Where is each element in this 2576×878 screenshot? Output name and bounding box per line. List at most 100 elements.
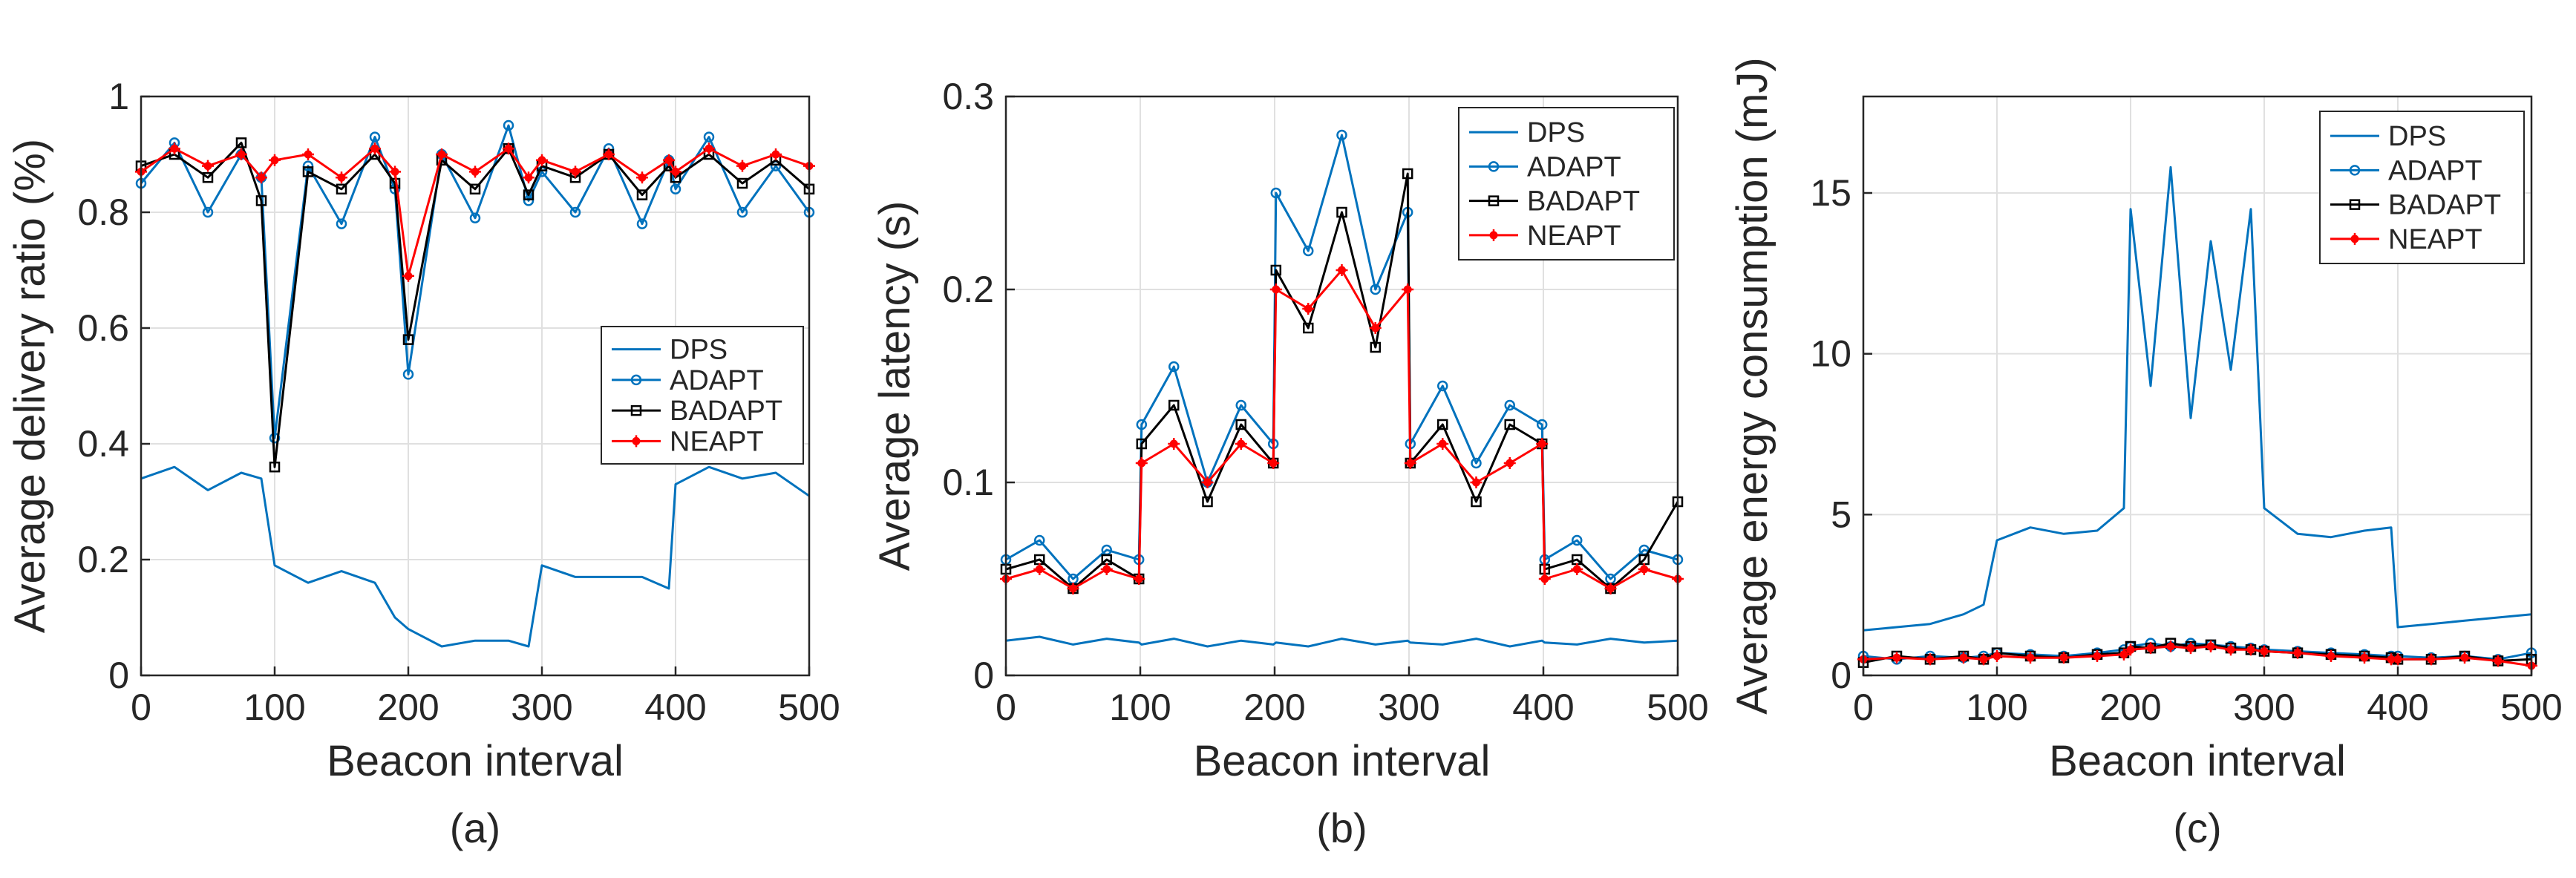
- data-point-neapt: [2292, 646, 2304, 659]
- data-point-neapt: [1470, 476, 1482, 488]
- y-tick-label: 0.3: [942, 76, 994, 117]
- series-line-dps: [140, 465, 810, 648]
- data-point-neapt: [2492, 655, 2504, 667]
- data-point-neapt: [1302, 303, 1315, 315]
- x-tick-label: 500: [2500, 687, 2562, 728]
- data-point-adapt: [1235, 399, 1246, 411]
- data-point-badapt: [736, 177, 748, 189]
- axes-box: [140, 95, 811, 677]
- legend-label-badapt: BADAPT: [1527, 186, 1640, 217]
- data-point-badapt: [202, 171, 214, 183]
- data-point-neapt: [1404, 457, 1416, 469]
- x-tick-label: 100: [1966, 687, 2027, 728]
- x-tick-label: 0: [1853, 687, 1874, 728]
- data-point-adapt: [1504, 399, 1515, 411]
- data-point-adapt: [523, 195, 535, 206]
- y-tick-label: 0: [108, 655, 129, 696]
- data-point-adapt: [1270, 187, 1282, 199]
- data-point-adapt: [736, 206, 748, 218]
- data-point-neapt: [1891, 652, 1903, 664]
- data-point-badapt: [1402, 168, 1413, 180]
- data-point-neapt: [2358, 652, 2370, 664]
- data-point-badapt: [336, 183, 347, 195]
- x-tick-label: 400: [644, 687, 706, 728]
- axes-box: [1862, 95, 2533, 677]
- data-point-neapt: [1369, 322, 1382, 334]
- series-line-dps: [1005, 635, 1678, 648]
- data-point-badapt: [469, 183, 481, 195]
- data-point-badapt: [269, 461, 281, 473]
- data-point-adapt: [302, 160, 314, 171]
- data-point-neapt: [2185, 642, 2197, 655]
- data-point-neapt: [1991, 650, 2003, 662]
- data-point-neapt: [2125, 643, 2137, 656]
- data-point-neapt: [523, 171, 535, 184]
- y-tick-label: 0.1: [942, 462, 994, 503]
- axes-box: [1004, 95, 1679, 677]
- x-tick-label: 0: [996, 687, 1016, 728]
- data-point-neapt: [770, 148, 782, 160]
- x-tick-label: 300: [2233, 687, 2295, 728]
- data-point-adapt: [336, 218, 347, 229]
- data-point-neapt: [1235, 438, 1247, 450]
- data-point-neapt: [2145, 642, 2157, 655]
- data-point-badapt: [1303, 322, 1314, 334]
- x-tick-label: 500: [1647, 687, 1708, 728]
- data-point-badapt: [1471, 496, 1482, 508]
- data-point-adapt: [503, 119, 514, 131]
- data-point-neapt: [436, 148, 448, 160]
- data-point-badapt: [1168, 399, 1180, 411]
- legend-label-dps: DPS: [2388, 121, 2446, 152]
- data-point-adapt: [1536, 419, 1548, 430]
- x-tick-label: 400: [1512, 687, 1574, 728]
- data-point-neapt: [369, 142, 381, 155]
- data-point-badapt: [1235, 419, 1246, 430]
- legend-marker-badapt: [1488, 195, 1500, 206]
- data-point-neapt: [202, 160, 214, 172]
- data-point-neapt: [1536, 438, 1549, 450]
- data-point-neapt: [2024, 652, 2036, 664]
- data-point-neapt: [569, 166, 581, 178]
- legend-marker-badapt: [630, 404, 642, 416]
- legend-marker-adapt: [1488, 161, 1500, 172]
- data-point-neapt: [1033, 563, 1046, 575]
- data-point-neapt: [1269, 284, 1282, 295]
- legend-label-badapt: BADAPT: [2388, 190, 2501, 221]
- data-point-adapt: [202, 206, 214, 218]
- data-point-badapt: [402, 334, 414, 345]
- series-dps: [1863, 166, 2532, 632]
- data-point-adapt: [703, 131, 715, 142]
- data-point-neapt: [2392, 653, 2404, 666]
- x-tick-label: 0: [131, 687, 151, 728]
- data-point-neapt: [1201, 476, 1214, 488]
- legend-marker-neapt: [630, 435, 642, 448]
- series-neapt: [1857, 641, 2537, 672]
- x-axis-label: Beacon interval: [2049, 737, 2346, 785]
- y-tick-label: 0.4: [77, 423, 129, 465]
- data-point-adapt: [636, 218, 648, 229]
- data-point-badapt: [255, 195, 267, 206]
- y-tick-label: 1: [108, 76, 129, 117]
- data-point-badapt: [1336, 206, 1347, 218]
- data-point-adapt: [1370, 284, 1381, 295]
- data-point-neapt: [1958, 652, 1969, 664]
- data-point-neapt: [2091, 650, 2103, 662]
- data-point-neapt: [703, 142, 715, 155]
- data-point-adapt: [402, 369, 414, 380]
- y-tick-label: 15: [1810, 172, 1851, 214]
- series-dps: [1005, 635, 1678, 648]
- data-point-badapt: [636, 189, 648, 200]
- data-point-badapt: [302, 166, 314, 177]
- y-tick-label: 0.2: [77, 539, 129, 580]
- data-point-neapt: [1100, 563, 1113, 575]
- x-tick-label: 400: [2367, 687, 2428, 728]
- y-axis-label: Average latency (s): [871, 201, 919, 571]
- data-point-neapt: [1402, 284, 1414, 295]
- data-point-neapt: [1978, 653, 1990, 666]
- data-point-adapt: [1168, 361, 1180, 373]
- legend-label-neapt: NEAPT: [670, 426, 764, 457]
- y-tick-label: 10: [1810, 333, 1851, 375]
